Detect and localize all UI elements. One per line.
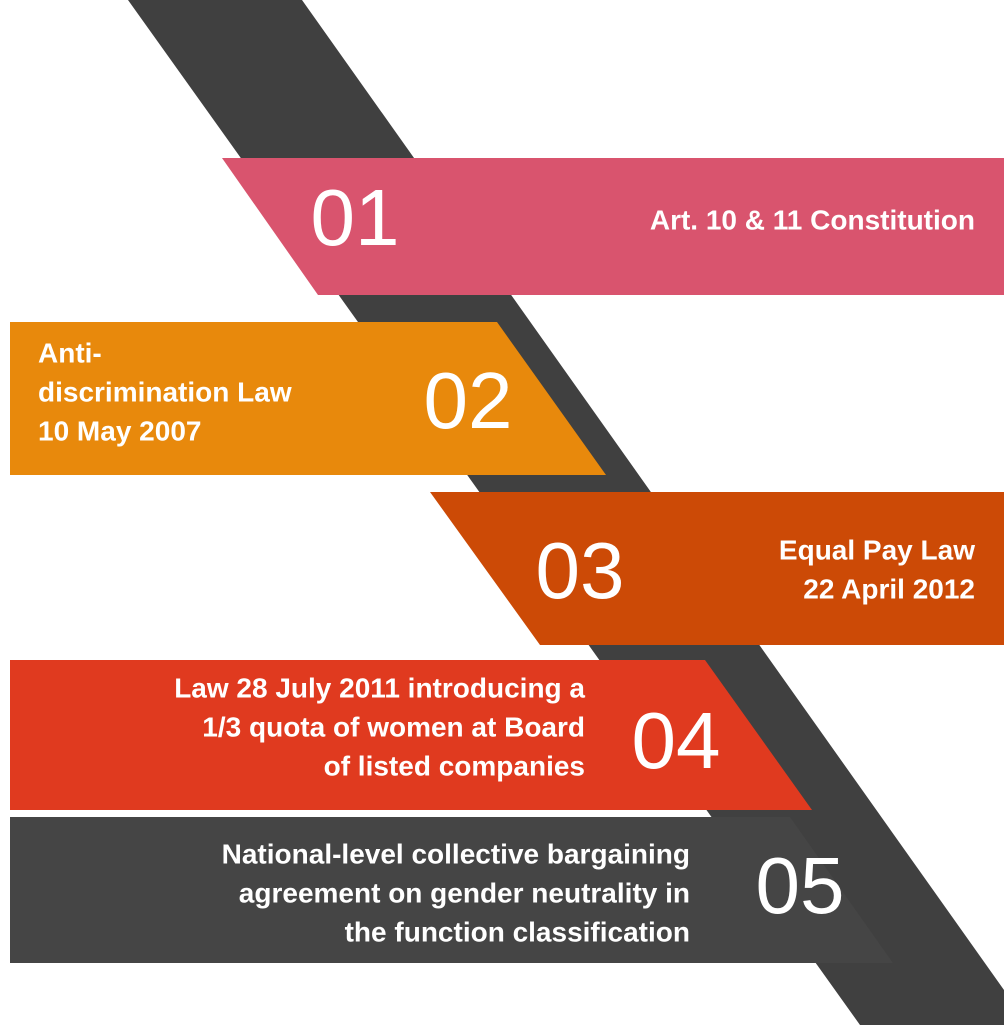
step-number: 02: [424, 356, 513, 445]
step-label: Law 28 July 2011 introducing a: [174, 672, 585, 703]
step-label: agreement on gender neutrality in: [239, 877, 690, 908]
step-number: 05: [756, 841, 845, 930]
step-label: National-level collective bargaining: [222, 838, 690, 869]
step-number: 01: [311, 173, 400, 262]
step-label: 22 April 2012: [803, 573, 975, 604]
step-label: Equal Pay Law: [779, 534, 975, 565]
ribbon-2: [10, 322, 606, 475]
step-number: 04: [632, 696, 721, 785]
step-label: 1/3 quota of women at Board: [202, 711, 585, 742]
step-label: of listed companies: [324, 750, 585, 781]
step-label: discrimination Law: [38, 376, 292, 407]
ribbon-1: [222, 158, 1004, 295]
step-label: the function classification: [345, 916, 690, 947]
texts: 01 Art. 10 & 11 Constitution 02 Anti-discri…: [38, 173, 975, 947]
step-label: Art. 10 & 11 Constitution: [650, 204, 975, 235]
ribbon-5: [10, 817, 893, 963]
step-label: Anti-: [38, 337, 102, 368]
step-label: 10 May 2007: [38, 415, 201, 446]
ribbon-3: [430, 492, 1004, 645]
ribbon-4: [10, 660, 812, 810]
step-number: 03: [536, 526, 625, 615]
